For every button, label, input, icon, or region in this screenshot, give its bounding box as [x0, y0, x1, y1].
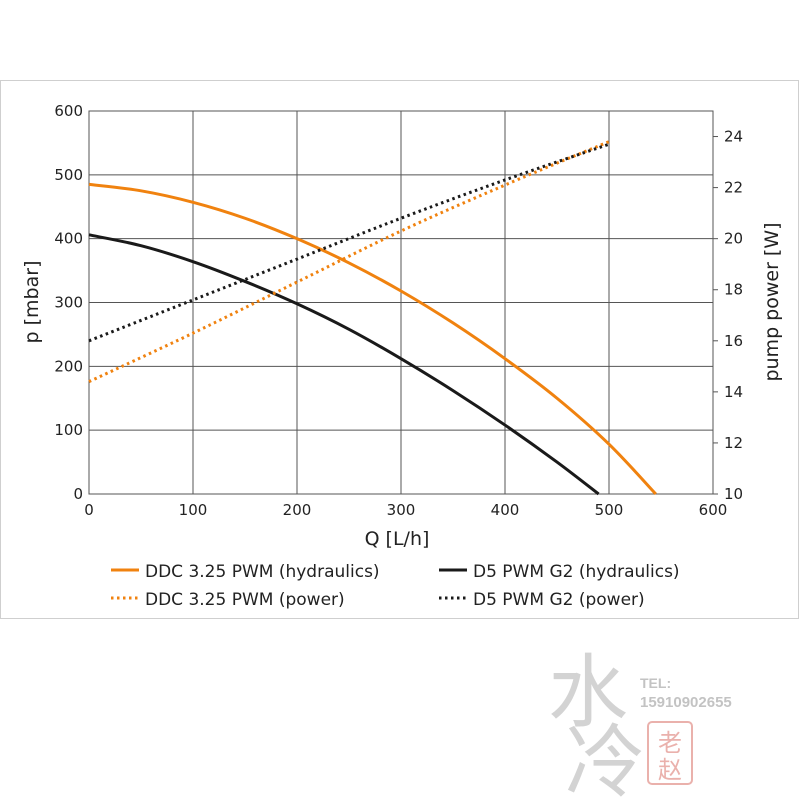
legend-label-ddc-hydraulics: DDC 3.25 PWM (hydraulics): [145, 562, 380, 582]
y-tick-label: 100: [54, 421, 83, 439]
y-tick-label: 300: [54, 294, 83, 312]
y2-tick-label: 24: [724, 128, 743, 146]
seal-stamp: [647, 721, 693, 785]
y2-tick-label: 12: [724, 434, 743, 452]
watermark-tel-label: TEL:: [640, 675, 671, 691]
y-tick-label: 400: [54, 230, 83, 248]
y2-tick-label: 16: [724, 332, 743, 350]
y2-tick-label: 14: [724, 383, 743, 401]
x-tick-label: 500: [595, 501, 624, 519]
seal-char-1: 老: [658, 729, 682, 757]
legend: DDC 3.25 PWM (hydraulics) DDC 3.25 PWM (…: [111, 562, 680, 610]
watermark-char-1: 水: [548, 646, 628, 739]
plot-border: [88, 110, 714, 495]
y2-tick-label: 10: [724, 485, 743, 503]
chart-frame: [0, 80, 799, 619]
grid: [88, 110, 718, 495]
y-tick-label: 200: [54, 357, 83, 375]
x-tick-label: 100: [179, 501, 208, 519]
series-line-ddc-3-25-pwm-power: [88, 140, 610, 384]
watermark-tel-number: 15910902655: [640, 694, 732, 711]
legend-label-d5-hydraulics: D5 PWM G2 (hydraulics): [473, 562, 680, 582]
tick-labels: 0 100 200 300 400 500 600010020030040050060010…: [54, 102, 743, 519]
series-lines: [88, 140, 657, 496]
x-tick-label: 0: [84, 501, 94, 519]
legend-label-ddc-power: DDC 3.25 PWM (power): [145, 590, 345, 610]
y-tick-label: 500: [54, 166, 83, 184]
y-tick-label: 600: [54, 102, 83, 120]
x-tick-label: 200: [283, 501, 312, 519]
y-tick-label: 0: [73, 485, 83, 503]
y2-tick-label: 20: [724, 230, 743, 248]
series-line-d5-pwm-g2-power: [88, 142, 610, 343]
y-axis-title: p [mbar]: [21, 261, 43, 344]
x-tick-label: 600: [699, 501, 728, 519]
seal-char-2: 赵: [658, 756, 682, 784]
y2-tick-label: 22: [724, 179, 743, 197]
watermark: 水 冷 TEL: 15910902655 老 赵: [548, 646, 732, 800]
series-line-ddc-3-25-pwm-hydraulics: [88, 182, 657, 496]
y2-axis-title: pump power [W]: [761, 222, 783, 381]
watermark-char-2: 冷: [565, 716, 645, 800]
x-tick-label: 300: [387, 501, 416, 519]
x-tick-label: 400: [491, 501, 520, 519]
series-line-d5-pwm-g2-hydraulics: [88, 233, 600, 496]
legend-label-d5-power: D5 PWM G2 (power): [473, 590, 645, 610]
x-axis-title: Q [L/h]: [365, 528, 430, 550]
y2-tick-label: 18: [724, 281, 743, 299]
